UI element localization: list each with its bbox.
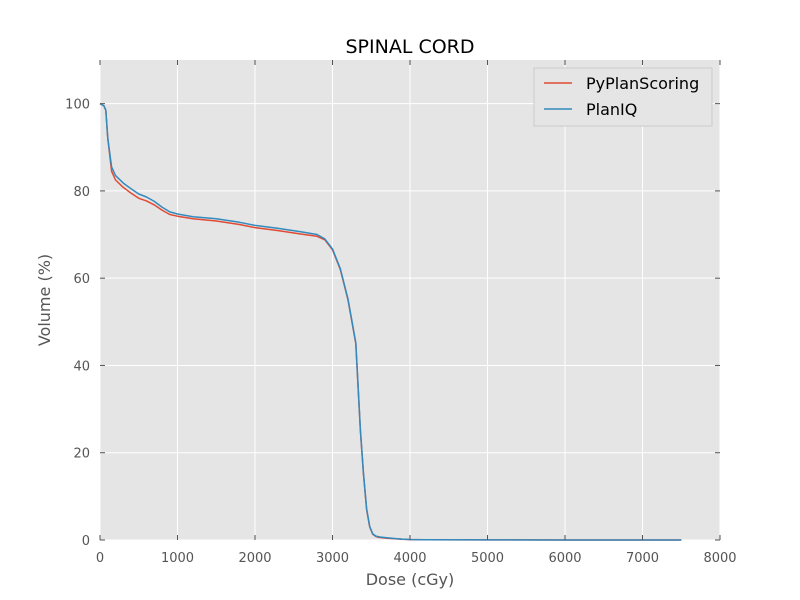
x-tick-label: 1000: [161, 551, 194, 566]
x-tick-label: 3000: [316, 551, 349, 566]
x-tick-label: 6000: [548, 551, 581, 566]
x-tick-label: 4000: [393, 551, 426, 566]
legend-box: [533, 67, 713, 127]
y-tick-label: 60: [73, 272, 90, 287]
y-tick-label: 20: [73, 447, 90, 462]
x-tick-label: 7000: [626, 551, 659, 566]
x-tick-label: 2000: [238, 551, 271, 566]
x-tick-label: 5000: [471, 551, 504, 566]
series-line-planiq: [99, 102, 682, 541]
chart-title: SPINAL CORD: [345, 36, 474, 58]
x-tick-label: 0: [96, 551, 104, 566]
axis-ticks: 0 1000 2000 3000 4000 5000 6000 7000 8000 0 20 40 60…: [65, 60, 737, 566]
y-tick-label: 80: [73, 185, 90, 200]
y-tick-label: 100: [65, 98, 90, 113]
y-tick-label: 0: [82, 534, 90, 549]
series-lines: [99, 102, 682, 541]
x-axis-label: Dose (cGy): [366, 570, 455, 589]
y-axis-label: Volume (%): [35, 254, 54, 346]
legend-label: PlanIQ: [586, 100, 637, 119]
x-tick-label: 8000: [703, 551, 736, 566]
legend-label: PyPlanScoring: [586, 74, 699, 93]
y-tick-label: 40: [73, 359, 90, 374]
legend: PyPlanScoring PlanIQ: [533, 67, 713, 127]
